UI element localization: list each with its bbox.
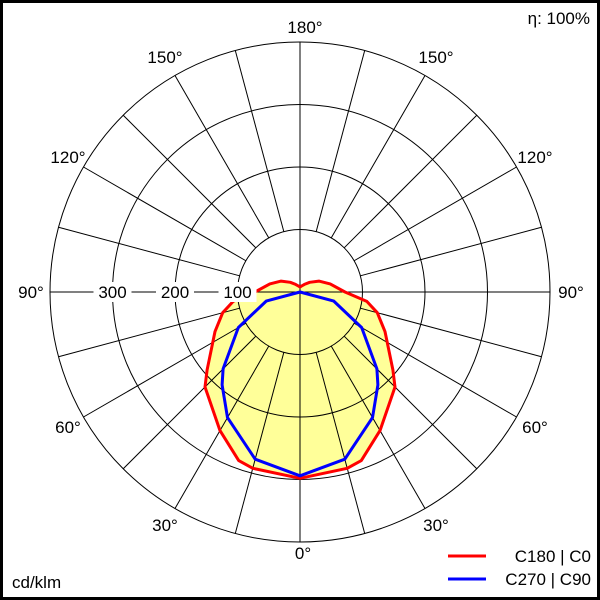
- radial-tick-label: 300: [98, 283, 126, 302]
- radial-tick-label: 100: [223, 283, 251, 302]
- grid-spoke: [83, 166, 247, 262]
- grid-spoke: [234, 50, 285, 232]
- grid-spoke: [174, 75, 270, 239]
- grid-spoke: [330, 75, 426, 239]
- tick-label-bg: [93, 282, 132, 302]
- angle-label-120-left: 120°: [50, 148, 85, 167]
- series-curve-1: [220, 290, 380, 478]
- unit-label: cd/klm: [12, 573, 61, 592]
- angle-label-180: 180°: [287, 18, 322, 37]
- grid-spoke: [174, 345, 270, 509]
- grid-spoke: [330, 345, 426, 509]
- angle-label-60-right: 60°: [522, 418, 548, 437]
- radial-tick-label: 200: [161, 283, 189, 302]
- angle-label-120-right: 120°: [517, 148, 552, 167]
- tick-label-bg: [156, 282, 194, 302]
- grid-spoke: [234, 352, 285, 534]
- efficiency-label: η: 100%: [528, 9, 590, 28]
- grid-spoke: [360, 226, 542, 277]
- grid-spoke: [83, 322, 247, 418]
- angle-label-150-right: 150°: [418, 48, 453, 67]
- angle-label-30-left: 30°: [152, 516, 178, 535]
- angle-label-60-left: 60°: [55, 418, 81, 437]
- grid-spoke: [343, 335, 478, 470]
- grid-spoke: [122, 335, 257, 470]
- grid-spoke: [343, 114, 478, 249]
- tick-label-bg: [218, 282, 257, 302]
- angle-label-0: 0°: [295, 544, 311, 563]
- grid-spoke: [58, 226, 240, 277]
- series-curve-0: [203, 279, 397, 480]
- grid-spoke: [122, 114, 257, 249]
- angle-label-90-left: 90°: [18, 283, 44, 302]
- grid-spoke: [58, 307, 240, 358]
- angle-label-30-right: 30°: [423, 516, 449, 535]
- grid-spoke: [360, 307, 542, 358]
- grid-spoke: [315, 50, 366, 232]
- legend-label-c180-c0: C180 | C0: [515, 547, 591, 566]
- grid-spoke: [315, 352, 366, 534]
- legend-label-c270-c90: C270 | C90: [505, 570, 591, 589]
- grid-spoke: [353, 166, 517, 262]
- grid-spoke: [353, 322, 517, 418]
- angle-label-90-right: 90°: [558, 283, 584, 302]
- angle-label-150-left: 150°: [147, 48, 182, 67]
